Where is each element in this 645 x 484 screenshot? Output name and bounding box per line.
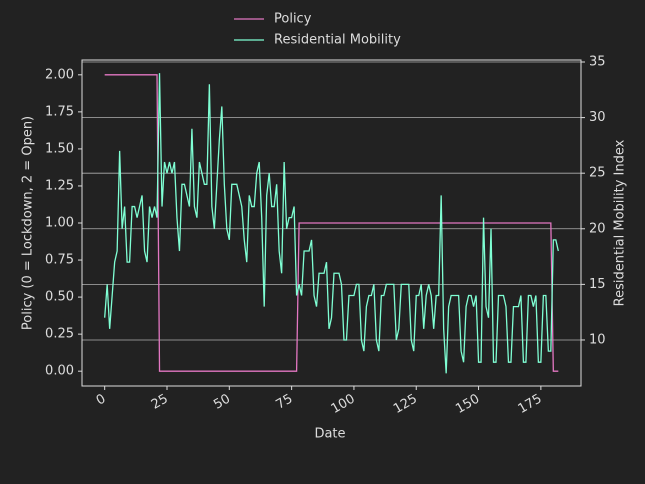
x-tick-label: 75	[274, 392, 296, 413]
y-tick-label: 1.50	[45, 141, 74, 156]
y-tick-label: 0.50	[45, 290, 74, 305]
y-tick-label: 0.25	[45, 327, 74, 342]
y-tick-label: 1.25	[45, 178, 74, 193]
series-line	[104, 74, 559, 372]
y-tick-label: 1.00	[45, 216, 74, 231]
y-tick-label: 1.75	[45, 104, 74, 119]
y2-tick-label: 10	[589, 332, 606, 347]
x-tick-label: 50	[211, 392, 233, 413]
y-tick-label: 2.00	[45, 67, 74, 82]
y2-tick-label: 25	[589, 166, 606, 181]
y2-tick-label: 30	[589, 110, 606, 125]
y-axis-label: Policy (0 = Lockdown, 2 = Open)	[21, 116, 36, 330]
x-axis-label: Date	[314, 427, 345, 442]
legend-label: Policy	[274, 12, 312, 27]
series-line	[104, 73, 559, 374]
y2-tick-label: 15	[589, 277, 606, 292]
y2-tick-label: 20	[589, 221, 606, 236]
y-tick-label: 0.00	[45, 364, 74, 379]
legend-label: Residential Mobility	[274, 33, 401, 48]
y2-axis-label: Residential Mobility Index	[613, 139, 628, 306]
plot-frame	[81, 59, 582, 387]
x-tick-label: 25	[149, 392, 171, 413]
y-tick-label: 0.75	[45, 253, 74, 268]
y2-tick-label: 35	[589, 55, 606, 70]
